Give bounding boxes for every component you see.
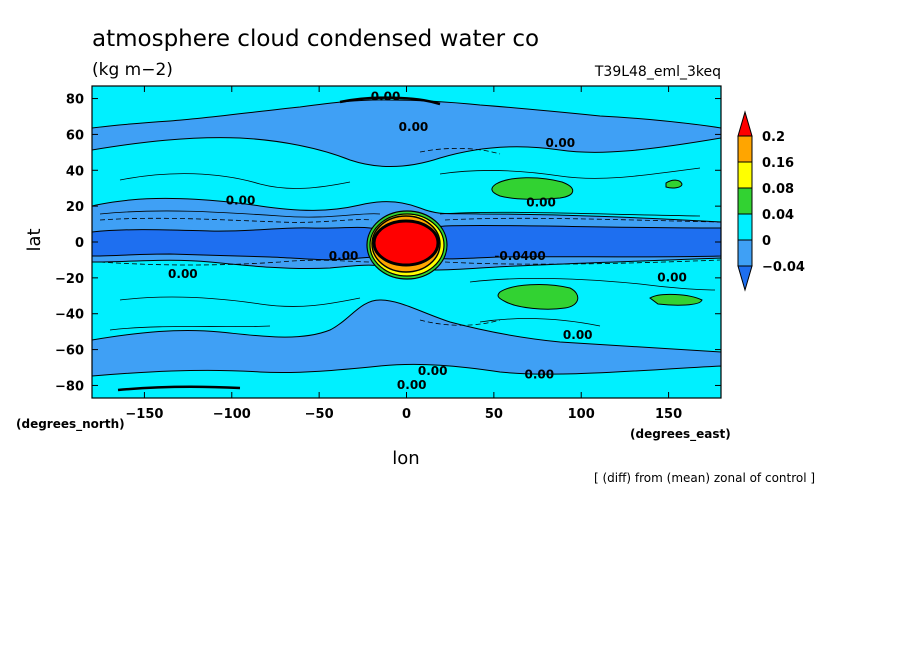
region-green-n1 [491,177,574,200]
contour-label: 0.00 [329,249,359,263]
contour-dashed-5 [419,147,501,155]
contour-label: 0.00 [657,271,687,285]
x-tick-label: 150 [655,407,682,422]
contour-dashed-6 [419,319,501,326]
contour-label: 0.00 [524,367,554,381]
contour-label: 0.00 [226,194,256,208]
region-green-n2 [665,179,683,189]
y-tick-label: −40 [55,308,84,323]
contour-field [92,86,721,398]
contour-label: 0.00 [418,364,448,378]
y-tick-label: −60 [55,344,84,359]
colorbar-cap-top [737,110,753,137]
y-axis-ticks: −80 −60 −40 −20 0 20 40 60 80 [55,93,721,394]
y-tick-label: 60 [66,128,84,143]
contour-lines [99,167,716,331]
contour-label: 0.00 [545,136,575,150]
contour-line-1 [119,173,351,189]
contour-label: 0.00 [399,120,429,134]
contour-line-4 [439,211,701,217]
x-tick-label: 100 [568,407,595,422]
y-tick-label: 40 [66,164,84,179]
colorbar-box [737,161,753,189]
colorbar-label: 0.2 [762,130,785,145]
y-tick-label: −20 [55,272,84,287]
region-cyan-north [92,86,721,129]
colorbar-box [737,187,753,215]
colorbar-label: −0.04 [762,260,805,275]
colorbar-label: 0.04 [762,208,794,223]
colorbar-box [737,213,753,241]
x-axis-ticks: −150 −100 −50 0 50 100 150 [125,86,682,422]
contour-dashed-3 [99,259,373,266]
contour-label: 0.00 [371,90,401,104]
region-cyan-south [92,363,721,398]
y-axis-label: lat [24,228,45,251]
contour-line-2 [439,167,701,179]
contour-dashed-2 [444,217,721,223]
chart-units: (kg m−2) [92,60,173,80]
x-tick-label: −100 [213,407,251,422]
contour-line-3 [99,210,381,218]
y-tick-label: −80 [55,379,84,394]
contour-lines-dashed [99,147,721,326]
x-tick-label: 50 [485,407,503,422]
contour-zero-south [117,385,241,392]
contour-label: 0.00 [168,267,198,281]
colorbar-label: 0.16 [762,156,794,171]
contour-dashed-1 [99,217,373,223]
y-unit-label: (degrees_north) [16,417,125,432]
colorbar: −0.04 0 0.04 0.08 0.16 0.2 [737,110,805,292]
contour-label: 0.00 [397,378,427,392]
x-tick-label: 0 [402,407,411,422]
colorbar-box [737,135,753,163]
region-cyan-mid-south [92,257,721,353]
y-tick-label: 80 [66,93,84,108]
contour-dashed-4 [444,259,721,265]
region-cyan-mid-north [92,137,721,223]
contour-label: -0.0400 [494,249,545,263]
y-tick-label: 0 [75,236,84,251]
region-green-s2 [649,293,703,306]
y-tick-label: 20 [66,200,84,215]
contour-label: 0.00 [526,195,556,209]
chart-title: atmosphere cloud condensed water co [92,26,539,52]
contour-label: 0.00 [563,328,593,342]
colorbar-cap-bottom [737,265,753,292]
contour-line-6 [469,277,716,291]
x-axis-label: lon [392,448,419,469]
run-label: T39L48_eml_3keq [594,64,721,80]
colorbar-label: 0.08 [762,182,794,197]
region-green-s1 [497,284,579,310]
contour-line-7 [109,325,271,331]
x-unit-label: (degrees_east) [630,427,731,442]
colorbar-box [737,239,753,267]
colorbar-label: 0 [762,234,771,249]
x-tick-label: −150 [125,407,163,422]
contour-zero-north [339,96,441,106]
footnote: [ (diff) from (mean) zonal of control ] [594,471,815,485]
x-tick-label: −50 [305,407,334,422]
contour-line-8 [479,318,601,327]
region-center-red [372,219,440,267]
contour-line-5 [119,296,361,307]
